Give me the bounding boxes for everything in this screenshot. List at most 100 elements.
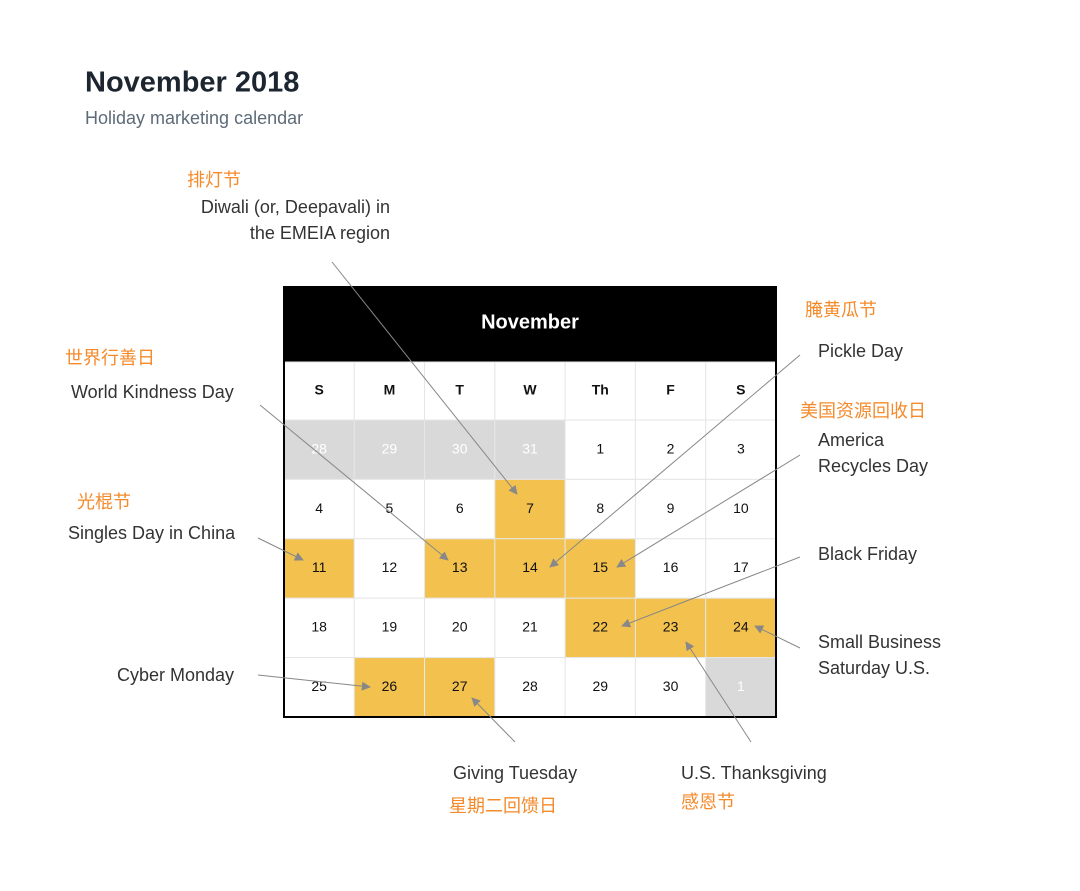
annotation-zh: 腌黄瓜节 [805, 300, 877, 320]
weekday-label: S [736, 382, 745, 398]
annotation-arrow [257, 537, 304, 561]
annotation-en: the EMEIA region [250, 223, 390, 243]
annotation-en: Cyber Monday [117, 665, 234, 685]
day-number: 23 [663, 619, 679, 635]
weekday-label: S [314, 382, 323, 398]
day-cell [424, 419, 496, 480]
day-number: 21 [522, 619, 538, 635]
day-cell [283, 657, 355, 718]
day-cell [494, 538, 566, 599]
day-number: 26 [382, 678, 398, 694]
annotation-en: Pickle Day [818, 341, 903, 361]
annotation-zh: 光棍节 [77, 492, 131, 512]
day-number: 16 [663, 559, 679, 575]
day-number: 25 [311, 678, 327, 694]
annotation-en: World Kindness Day [71, 382, 234, 402]
day-number: 27 [452, 678, 468, 694]
annotation-arrow [685, 641, 752, 743]
annotation-en: Diwali (or, Deepavali) in [201, 197, 390, 217]
day-cell [564, 538, 636, 599]
annotation-arrow [257, 674, 371, 691]
annotation-en: U.S. Thanksgiving [681, 763, 827, 783]
day-number: 29 [382, 440, 398, 456]
weekday-cell [353, 361, 426, 421]
weekday-label: T [455, 382, 464, 398]
weekday-label: Th [592, 382, 609, 398]
day-number: 7 [526, 500, 534, 516]
day-cell [353, 538, 426, 599]
weekday-cell [283, 361, 355, 421]
day-cell [494, 657, 566, 718]
day-number: 2 [667, 440, 675, 456]
day-number: 8 [596, 500, 604, 516]
annotation-en: Recycles Day [818, 456, 928, 476]
annotation-arrow [754, 625, 801, 649]
day-cell [353, 478, 426, 540]
day-cell [353, 419, 426, 480]
annotation-en: Small Business [818, 632, 941, 652]
day-number: 28 [311, 440, 327, 456]
annotation-zh: 世界行善日 [65, 348, 155, 368]
day-cell [424, 478, 496, 540]
day-cell [283, 478, 355, 540]
annotation-en: Black Friday [818, 544, 917, 564]
day-number: 12 [382, 559, 398, 575]
annotation-arrow [616, 454, 801, 568]
day-cell [494, 597, 566, 659]
day-cell [424, 538, 496, 599]
day-cell [494, 478, 566, 540]
day-cell [564, 478, 636, 540]
day-number: 20 [452, 619, 468, 635]
day-number: 28 [522, 678, 538, 694]
day-number: 11 [312, 559, 327, 575]
day-number: 14 [522, 559, 538, 575]
day-number: 19 [382, 619, 398, 635]
day-number: 24 [733, 619, 749, 635]
annotation-zh: 感恩节 [681, 792, 735, 812]
annotation-zh: 星期二回馈日 [449, 796, 557, 816]
day-number: 15 [592, 559, 608, 575]
day-number: 30 [663, 678, 679, 694]
weekday-cell [424, 361, 496, 421]
day-number: 4 [315, 500, 323, 516]
day-cell [634, 478, 707, 540]
annotation-arrow [331, 261, 518, 495]
day-cell [564, 419, 636, 480]
weekday-label: W [523, 382, 537, 398]
day-cell [424, 597, 496, 659]
annotation-zh: 排灯节 [187, 170, 241, 190]
day-number: 10 [733, 500, 749, 516]
day-cell [564, 597, 636, 659]
day-number: 1 [596, 440, 604, 456]
annotation-arrow [621, 556, 801, 628]
annotation-en: Saturday U.S. [818, 658, 930, 678]
annotation-zh: 美国资源回收日 [800, 401, 926, 421]
subtitle: Holiday marketing calendar [85, 108, 303, 128]
day-cell [705, 538, 777, 599]
day-cell [494, 419, 566, 480]
day-cell [705, 597, 777, 659]
day-number: 18 [311, 619, 327, 635]
day-cell [283, 538, 355, 599]
weekday-label: F [666, 382, 675, 398]
day-number: 3 [737, 440, 745, 456]
day-number: 13 [452, 559, 468, 575]
annotation-en: Singles Day in China [68, 523, 236, 543]
day-number: 31 [522, 440, 538, 456]
annotation-arrow [549, 354, 801, 568]
day-number: 22 [592, 619, 608, 635]
day-cell [705, 419, 777, 480]
month-name: November [481, 311, 579, 333]
day-number: 30 [452, 440, 468, 456]
day-number: 1 [737, 678, 745, 694]
day-number: 5 [386, 500, 394, 516]
annotation-arrow [471, 697, 516, 743]
annotation-en: Giving Tuesday [453, 763, 577, 783]
weekday-cell [705, 361, 777, 421]
calendar-header [284, 287, 776, 362]
day-number: 29 [592, 678, 608, 694]
weekday-label: M [384, 382, 396, 398]
day-number: 17 [733, 559, 749, 575]
annotation-arrow [259, 404, 449, 561]
